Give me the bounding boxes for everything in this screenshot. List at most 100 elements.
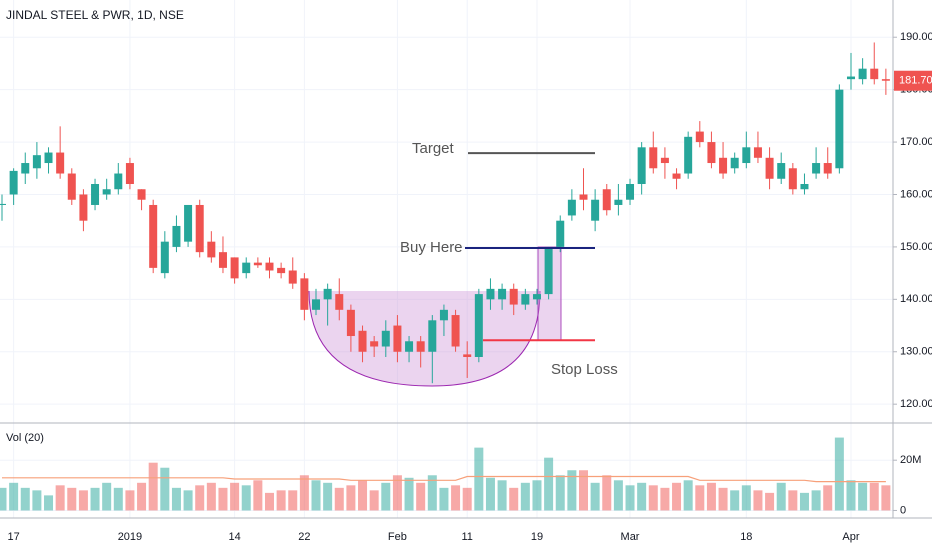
candle-body [172,225,181,247]
volume-bar [520,482,530,511]
candle-body [788,168,797,190]
candle-body [858,68,867,80]
candle-body [649,147,658,169]
volume-bar [718,487,728,511]
candle-body [79,194,88,221]
volume-bar [672,482,682,511]
volume-bar [369,490,379,511]
volume-bar [497,480,507,511]
volume-bar [695,485,705,511]
candle-body [230,257,239,279]
candle-body [626,184,635,200]
volume-bar [55,485,65,511]
volume-bar [706,482,716,511]
volume-bar [9,482,19,511]
x-tick-label: 11 [461,531,472,543]
volume-bar [323,482,333,511]
cup-outline [308,290,541,387]
candle-body [730,157,739,169]
candle-body [835,89,844,169]
volume-bar [613,480,623,511]
volume-bar [823,485,833,511]
candle-body [242,262,251,274]
candle-body [695,131,704,143]
candle-body [684,136,693,174]
volume-bar [102,482,112,511]
candle-body [672,173,681,179]
volume-bar [44,495,54,511]
x-tick-label: Mar [621,531,640,543]
volume-bar [765,492,775,511]
candle-body [160,241,169,274]
candle-body [544,246,553,295]
candle-body [300,278,309,310]
annotation-label: Buy Here [400,239,463,256]
candle-body [9,170,18,195]
candle-body [439,309,448,321]
candle-body [509,288,518,305]
last-price-tag [894,70,932,91]
volume-bar [451,485,461,511]
candle-body [474,294,483,357]
volume-bar [730,490,740,511]
candle-body [277,267,286,274]
candle-body [823,163,832,174]
candle-body [660,157,669,164]
volume-bar [555,475,565,511]
volume-bar [346,485,356,511]
candle-body [149,204,158,268]
candle-body [707,142,716,164]
candle-body [358,330,367,352]
volume-bar [125,490,135,511]
volume-bar [334,487,344,511]
volume-title: Vol (20) [6,432,44,444]
annotation-label: Target [412,140,455,157]
candle-body [288,270,297,284]
volume-bar [811,490,821,511]
volume-bar [67,487,77,511]
volume-bar [474,447,484,511]
volume-tick-label: 0 [900,504,906,516]
candle-body [416,341,425,352]
candle-body [637,147,646,185]
last-price-label: 181.70 [899,75,932,87]
volume-bar [869,482,879,511]
x-tick-label: 14 [228,531,240,543]
y-tick-label: 130.00 [900,346,932,358]
volume-bar [788,490,798,511]
candle-body [881,79,890,81]
volume-bar [113,487,123,511]
candle-body [719,157,728,174]
candle-body [346,309,355,337]
candle-body [56,152,65,174]
candle-body [184,204,193,242]
volume-bar [834,437,844,511]
candle-body [323,288,332,300]
volume-tick-label: 20M [900,454,921,466]
volume-bar [183,490,193,511]
volume-bar [753,490,763,511]
volume-bar [858,482,868,511]
candle-body [91,184,100,205]
candle-body [870,68,879,80]
volume-bar [602,475,612,511]
volume-bar [741,485,751,511]
volume-bar [0,487,7,511]
candle-body [253,262,262,266]
volume-bar [160,467,170,511]
candle-body [451,315,460,347]
candle-body [498,288,507,300]
volume-bar [567,470,577,511]
candle-body [370,341,379,347]
volume-bar [439,487,449,511]
volume-bar [90,487,100,511]
x-tick-label: Feb [388,531,407,543]
volume-bar [660,487,670,511]
volume-bar [311,480,321,511]
candle-body [753,147,762,158]
volume-bar [241,485,251,511]
volume-bar [218,487,228,511]
candle-body [44,152,53,164]
chart-title: JINDAL STEEL & PWR, 1D, NSE [6,8,184,22]
